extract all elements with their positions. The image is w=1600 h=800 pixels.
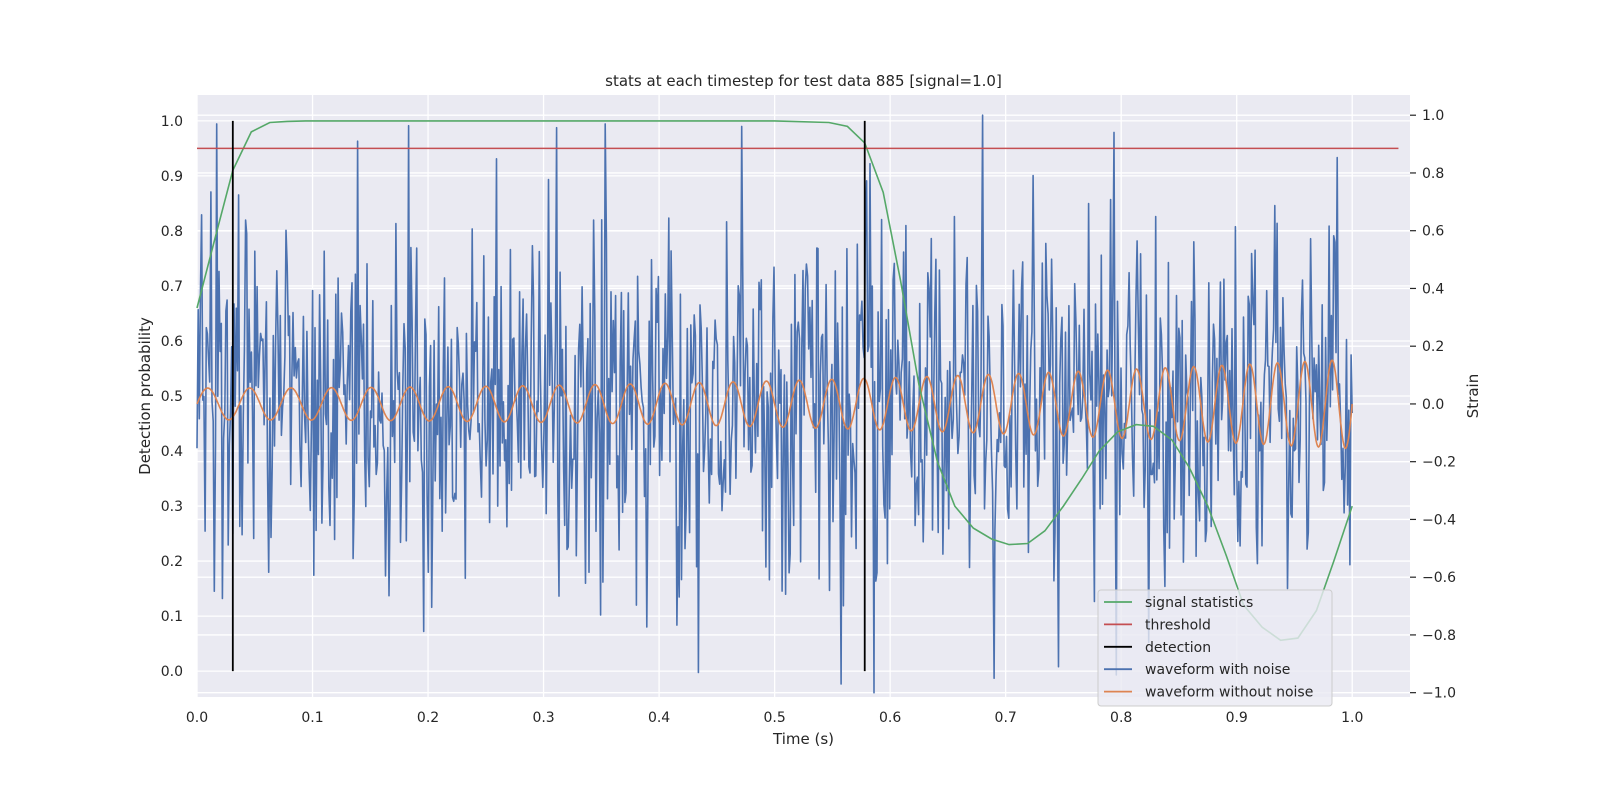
series-layer <box>196 114 1399 694</box>
x-tick-label: 0.2 <box>417 710 439 726</box>
y-tick-label-right: 0.6 <box>1422 224 1444 240</box>
legend-entry: waveform without noise <box>1145 685 1313 701</box>
chart-title: stats at each timestep for test data 885… <box>605 72 1002 90</box>
legend-entry: waveform with noise <box>1145 662 1290 678</box>
y-axis-label-right: Strain <box>1464 374 1482 418</box>
x-tick-label: 0.4 <box>648 710 670 726</box>
x-tick-label: 0.5 <box>763 710 785 726</box>
legend-entry: signal statistics <box>1145 595 1253 611</box>
series-waveform-without-noise <box>196 359 1353 450</box>
y-tick-label: 1.0 <box>161 114 183 130</box>
x-tick-label: 0.1 <box>301 710 323 726</box>
y-tick-label-right: −0.8 <box>1422 628 1456 644</box>
y-tick-label: 0.1 <box>161 609 183 625</box>
legend-frame <box>1097 589 1333 707</box>
y-tick-label: 0.3 <box>161 499 183 515</box>
y-tick-label: 0.0 <box>161 664 183 680</box>
y-tick-label-right: 0.0 <box>1422 397 1444 413</box>
y-tick-label-right: 0.4 <box>1422 281 1444 297</box>
y-tick-label-right: 0.8 <box>1422 166 1444 182</box>
series-signal-statistics <box>196 120 1353 642</box>
y-tick-label: 0.8 <box>161 224 183 240</box>
x-tick-label: 0.3 <box>532 710 554 726</box>
y-tick-label: 0.4 <box>161 444 183 460</box>
y-tick-label-right: −0.6 <box>1422 570 1456 586</box>
y-tick-label-right: 0.2 <box>1422 339 1444 355</box>
y-tick-label: 0.2 <box>161 554 183 570</box>
y-tick-label: 0.5 <box>161 389 183 405</box>
legend: signal statistics threshold detection wavef… <box>1097 589 1333 707</box>
y-tick-label: 0.7 <box>161 279 183 295</box>
legend-entry: threshold <box>1145 617 1211 633</box>
y-tick-label-right: −0.4 <box>1422 512 1456 528</box>
x-tick-label: 0.7 <box>995 710 1017 726</box>
legend-entry: detection <box>1145 640 1211 656</box>
x-tick-label: 0.0 <box>186 710 208 726</box>
x-tick-label: 0.8 <box>1110 710 1132 726</box>
x-tick-label: 0.6 <box>879 710 901 726</box>
axes: 0.0 0.1 0.2 0.3 0.4 0.5 0.6 0.7 0.8 0.9 1.0 0.0 0.1 0… <box>161 108 1456 726</box>
y-tick-label-right: −1.0 <box>1422 686 1456 702</box>
x-axis-label: Time (s) <box>772 730 834 748</box>
y-tick-label-right: −0.2 <box>1422 455 1456 471</box>
x-tick-label: 1.0 <box>1341 710 1363 726</box>
y-axis-label: Detection probability <box>136 317 154 475</box>
x-tick-label: 0.9 <box>1226 710 1248 726</box>
y-tick-label-right: 1.0 <box>1422 108 1444 124</box>
y-tick-label: 0.6 <box>161 334 183 350</box>
y-tick-label: 0.9 <box>161 169 183 185</box>
